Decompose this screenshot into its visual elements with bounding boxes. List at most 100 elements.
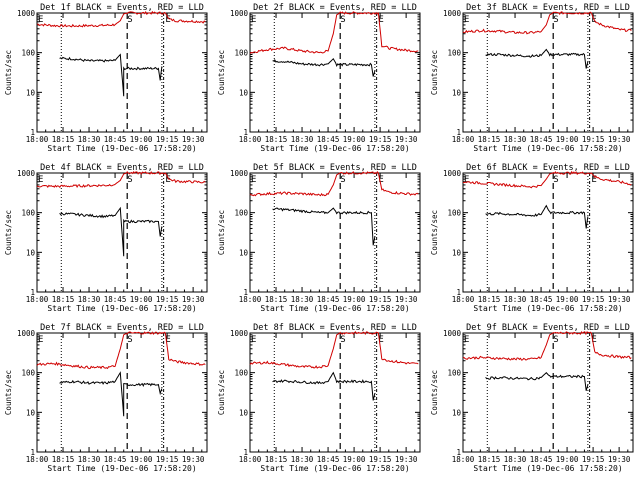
x-tick-label: 19:00 (130, 455, 153, 464)
x-tick-label: 19:00 (556, 135, 579, 144)
y-tick-label: 1 (30, 448, 35, 457)
y-tick-label: 100 (21, 49, 35, 58)
event-marker-label: S (553, 335, 558, 345)
y-axis-label: Counts/sec (430, 50, 439, 95)
plot-frame (249, 332, 421, 453)
event-marker-label: E (378, 15, 383, 25)
event-marker-label: S (127, 175, 132, 185)
x-axis-label: Start Time (19-Dec-06 17:58:20) (260, 464, 409, 473)
event-marker-label: E (165, 15, 170, 25)
chart-panel: Det 5f BLACK = Events, RED = LLD 1 10 100 10… (217, 163, 421, 313)
x-tick-label: 18:30 (291, 455, 314, 464)
y-tick-label: 100 (21, 209, 35, 218)
chart-title: Det 4f BLACK = Events, RED = LLD (40, 163, 204, 173)
y-tick-label: 10 (239, 408, 249, 417)
events-rate-line (485, 48, 589, 69)
event-marker-label: E (165, 175, 170, 185)
events-rate-line (272, 207, 376, 246)
x-tick-label: 18:15 (265, 455, 288, 464)
x-tick-label: 19:15 (369, 135, 392, 144)
plot-frame (36, 12, 208, 133)
x-tick-label: 19:15 (156, 135, 179, 144)
x-axis-label: Start Time (19-Dec-06 17:58:20) (473, 144, 622, 153)
y-tick-label: 1000 (230, 9, 249, 18)
event-marker-label: E (165, 335, 170, 345)
y-axis-label: Counts/sec (4, 370, 13, 415)
y-tick-label: 1000 (17, 329, 36, 338)
chart-title: Det 1f BLACK = Events, RED = LLD (40, 3, 204, 13)
y-tick-label: 1 (243, 128, 248, 137)
x-tick-label: 18:30 (504, 135, 527, 144)
y-tick-label: 10 (452, 248, 462, 257)
y-tick-label: 10 (26, 88, 36, 97)
x-tick-label: 18:45 (530, 135, 553, 144)
x-tick-label: 18:00 (26, 295, 49, 304)
y-tick-label: 1 (456, 448, 461, 457)
x-tick-label: 19:30 (395, 295, 418, 304)
y-tick-label: 10 (239, 248, 249, 257)
y-axis-label: Counts/sec (217, 370, 226, 415)
x-tick-label: 18:45 (530, 455, 553, 464)
y-axis-label: Counts/sec (217, 50, 226, 95)
plot-frame (249, 12, 421, 133)
x-tick-label: 18:30 (504, 295, 527, 304)
x-axis-label: Start Time (19-Dec-06 17:58:20) (260, 144, 409, 153)
lld-rate-line (462, 11, 632, 35)
x-tick-label: 19:00 (343, 295, 366, 304)
y-tick-label: 100 (234, 209, 248, 218)
x-tick-label: 18:30 (291, 295, 314, 304)
x-tick-label: 19:15 (369, 455, 392, 464)
y-tick-label: 10 (452, 88, 462, 97)
x-tick-label: 19:00 (130, 295, 153, 304)
y-tick-label: 10 (239, 88, 249, 97)
x-tick-label: 19:30 (182, 455, 205, 464)
x-tick-label: 18:45 (317, 295, 340, 304)
x-tick-label: 18:15 (478, 455, 501, 464)
event-marker-label: E (251, 15, 256, 25)
chart-title: Det 3f BLACK = Events, RED = LLD (466, 3, 630, 13)
chart-panel: Det 7f BLACK = Events, RED = LLD 1 10 100 10… (4, 323, 208, 473)
x-tick-label: 19:30 (608, 455, 631, 464)
x-tick-label: 19:30 (182, 295, 205, 304)
x-tick-label: 18:00 (26, 455, 49, 464)
chart-panel: Det 2f BLACK = Events, RED = LLD 1 10 100 10… (217, 3, 421, 153)
y-tick-label: 10 (452, 408, 462, 417)
x-tick-label: 18:15 (265, 135, 288, 144)
chart-title: Det 7f BLACK = Events, RED = LLD (40, 323, 204, 333)
y-tick-label: 1000 (443, 9, 462, 18)
y-tick-label: 100 (447, 49, 461, 58)
lld-rate-line (249, 170, 419, 197)
x-tick-label: 18:15 (52, 455, 75, 464)
plot-frame (462, 12, 634, 133)
x-tick-label: 19:00 (130, 135, 153, 144)
y-tick-label: 1000 (230, 169, 249, 178)
y-tick-label: 1000 (17, 169, 36, 178)
y-tick-label: 100 (447, 369, 461, 378)
x-tick-label: 18:30 (504, 455, 527, 464)
lld-rate-line (36, 170, 206, 189)
chart-panel: Det 9f BLACK = Events, RED = LLD 1 10 100 10… (430, 323, 634, 473)
chart-panel: Det 6f BLACK = Events, RED = LLD 1 10 100 10… (430, 163, 634, 313)
x-tick-label: 18:00 (26, 135, 49, 144)
x-tick-label: 19:30 (608, 135, 631, 144)
x-tick-label: 18:45 (317, 455, 340, 464)
lld-rate-line (462, 330, 632, 361)
x-tick-label: 18:15 (478, 295, 501, 304)
x-tick-label: 18:45 (317, 135, 340, 144)
x-tick-label: 19:30 (608, 295, 631, 304)
y-axis-label: Counts/sec (430, 210, 439, 255)
event-marker-label: E (38, 15, 43, 25)
x-tick-label: 18:00 (239, 135, 262, 144)
chart-title: Det 9f BLACK = Events, RED = LLD (466, 323, 630, 333)
x-tick-label: 18:45 (104, 295, 127, 304)
events-rate-line (272, 371, 376, 401)
x-tick-label: 18:30 (78, 455, 101, 464)
y-axis-label: Counts/sec (4, 210, 13, 255)
event-marker-label: S (340, 15, 345, 25)
event-marker-label: S (127, 15, 132, 25)
y-tick-label: 100 (447, 209, 461, 218)
y-tick-label: 100 (234, 369, 248, 378)
event-marker-label: S (127, 335, 132, 345)
y-tick-label: 10 (26, 248, 36, 257)
